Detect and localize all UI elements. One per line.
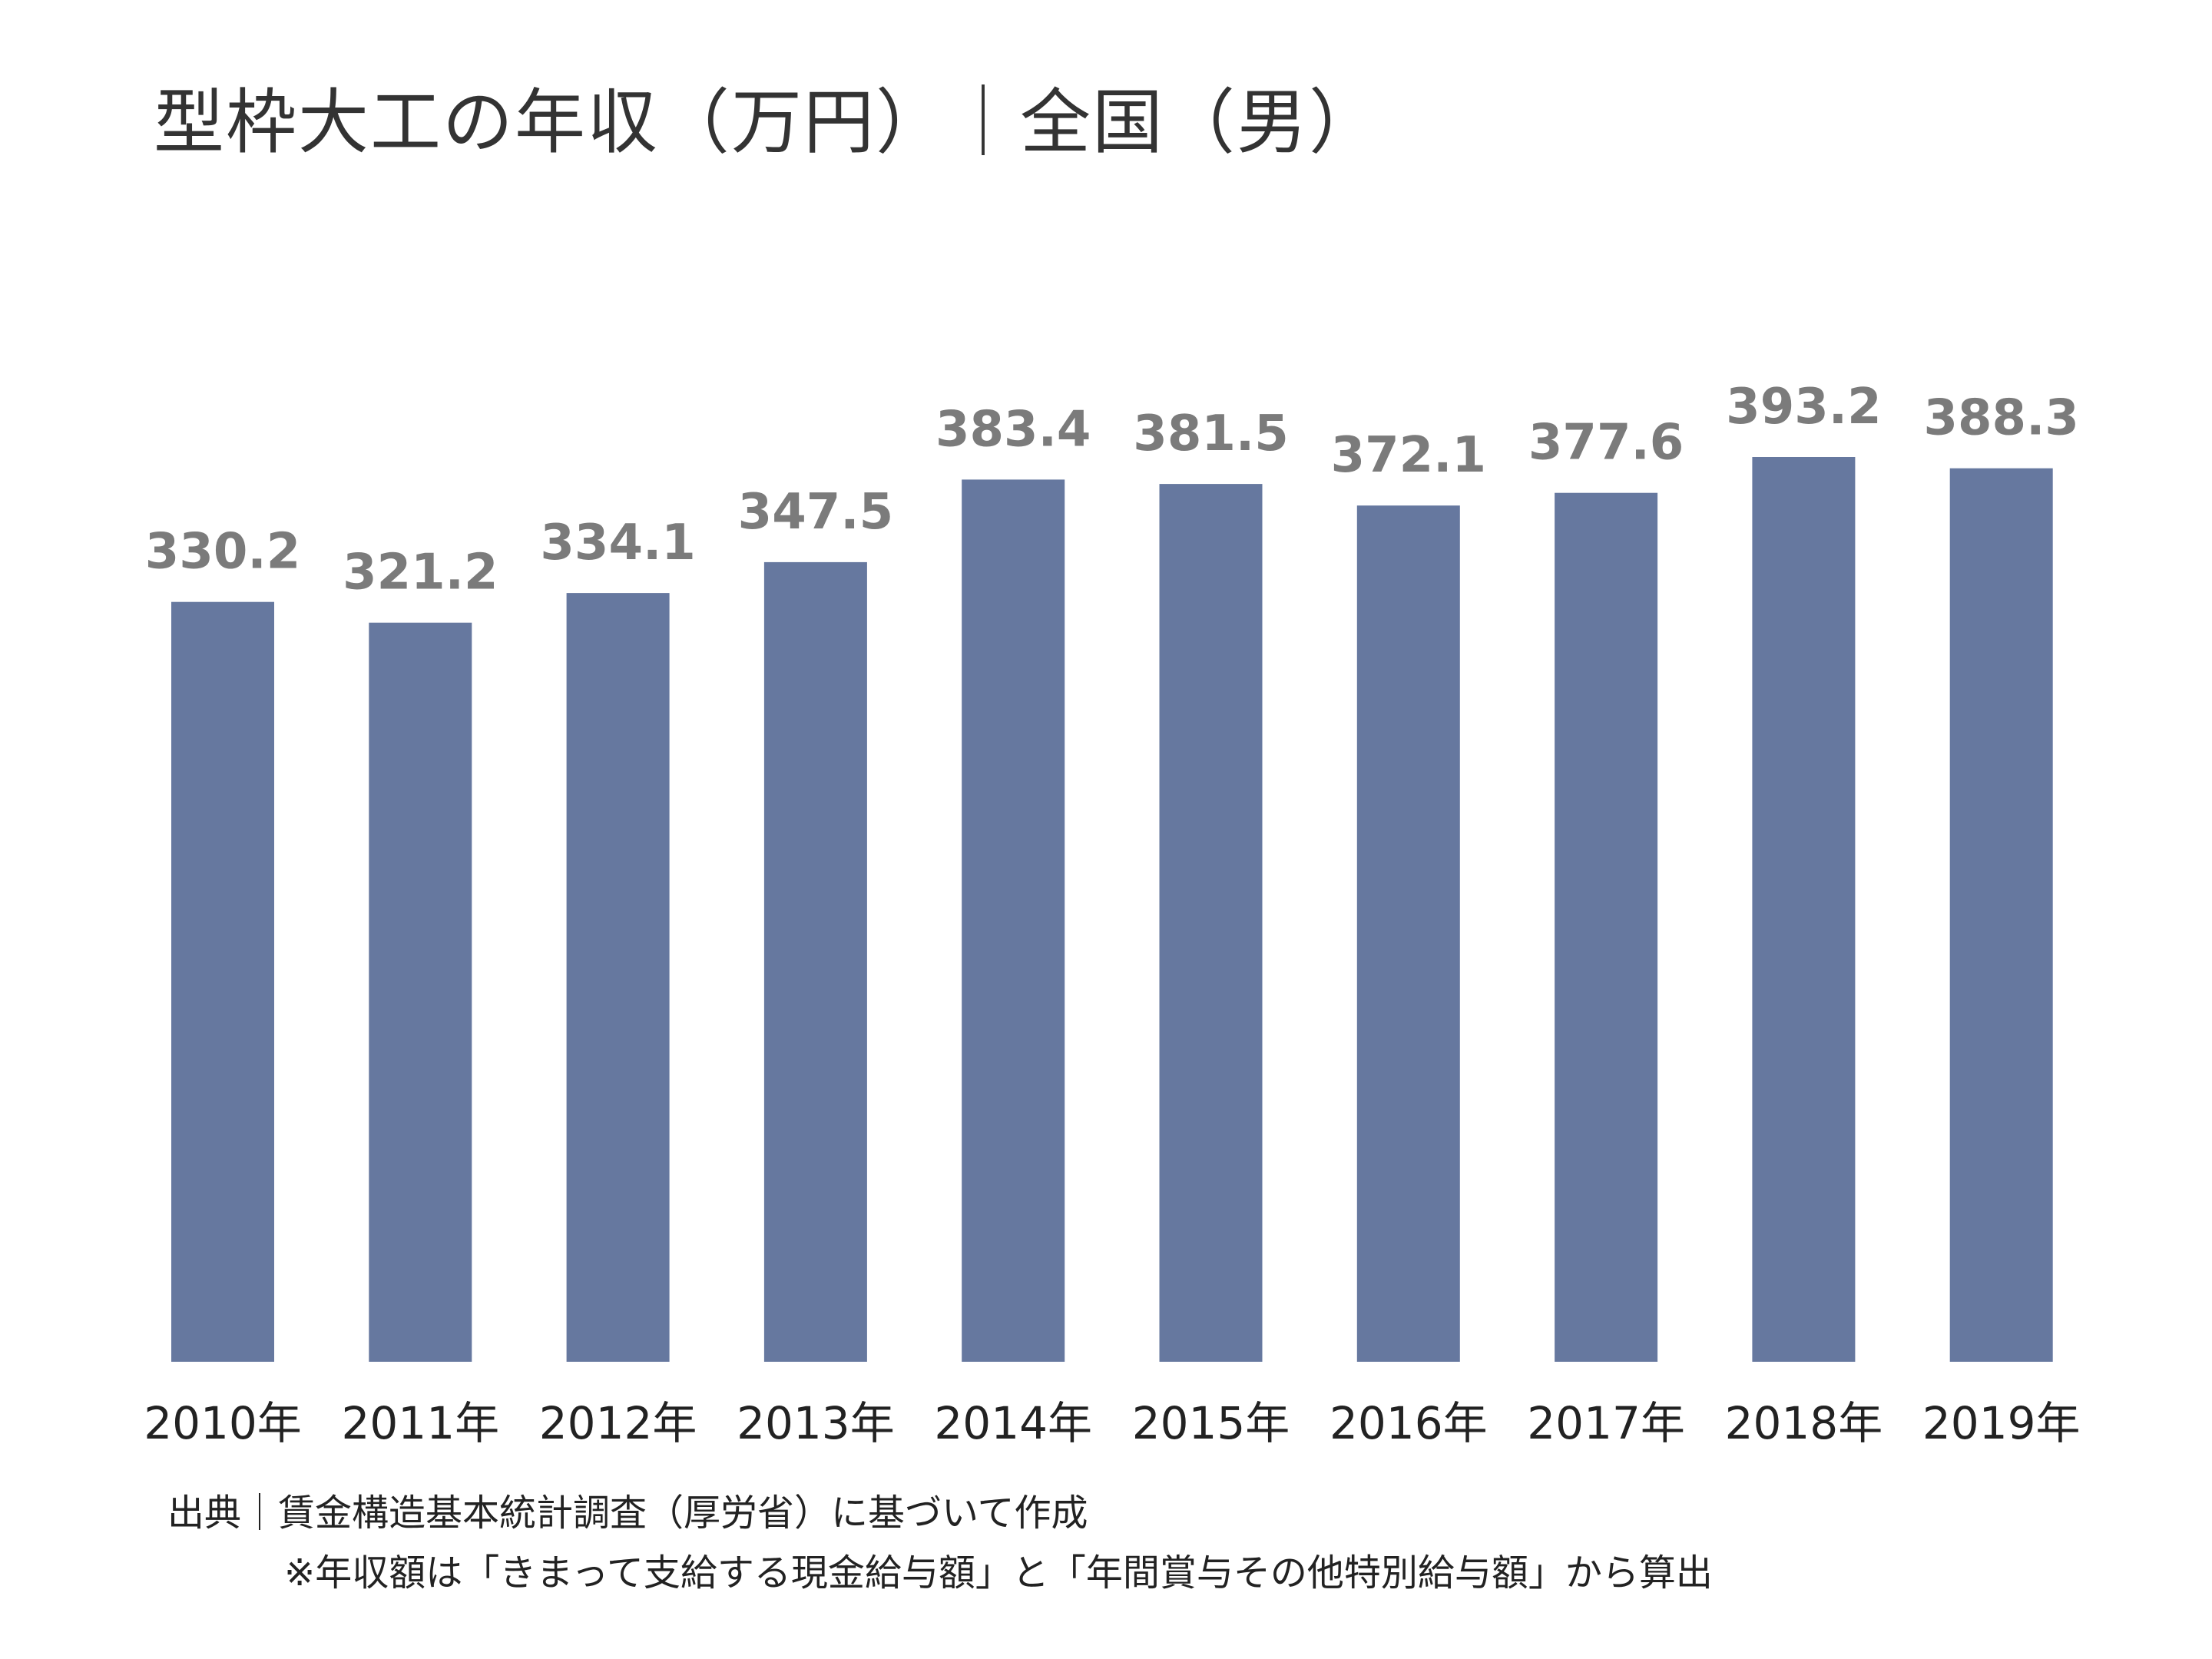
bar-2015年	[1159, 484, 1263, 1362]
value-label-2014年: 383.4	[935, 401, 1091, 458]
bar-2012年	[566, 593, 670, 1362]
bars-group	[171, 457, 2053, 1363]
value-label-2011年: 321.2	[343, 545, 498, 601]
bar-2019年	[1949, 468, 2053, 1363]
x-tick-label-2018年: 2018年	[1725, 1397, 1883, 1449]
x-tick-label-2013年: 2013年	[737, 1397, 895, 1449]
bar-2014年	[962, 479, 1065, 1362]
x-tick-label-2015年: 2015年	[1132, 1397, 1290, 1449]
bar-2010年	[171, 601, 274, 1362]
value-label-2013年: 347.5	[738, 484, 893, 541]
value-label-2019年: 388.3	[1923, 390, 2078, 447]
value-label-2010年: 330.2	[145, 524, 300, 581]
value-label-2018年: 393.2	[1726, 379, 1881, 435]
chart-title: 型枠大工の年収（万円）｜全国（男）	[154, 81, 1382, 164]
value-label-2017年: 377.6	[1528, 415, 1684, 472]
value-label-2012年: 334.1	[540, 515, 695, 571]
x-tick-label-2017年: 2017年	[1527, 1397, 1685, 1449]
x-tick-label-2019年: 2019年	[1922, 1397, 2081, 1449]
bar-2018年	[1752, 457, 1856, 1362]
value-labels-group: 330.2 321.2 334.1 347.5 383.4 381.5 372.1 377.6…	[145, 379, 2079, 601]
source-note: 出典｜賃金構造基本統計調査（厚労省）に基づいて作成	[167, 1492, 1088, 1535]
bar-2013年	[763, 561, 867, 1362]
value-label-2015年: 381.5	[1133, 406, 1288, 462]
x-tick-labels-group: 2010年 2011年 2012年 2013年 2014年 2015年 2016年 2017年…	[144, 1397, 2080, 1449]
bar-2011年	[369, 622, 472, 1362]
bar-2016年	[1356, 505, 1460, 1363]
x-tick-label-2012年: 2012年	[539, 1397, 697, 1449]
bar-2017年	[1555, 492, 1658, 1363]
value-label-2016年: 372.1	[1331, 427, 1486, 484]
x-tick-label-2010年: 2010年	[144, 1397, 302, 1449]
x-tick-label-2014年: 2014年	[934, 1397, 1092, 1449]
x-tick-label-2011年: 2011年	[341, 1397, 499, 1449]
calculation-note: ※年収額は「きまって支給する現金給与額」と「年間賞与その他特別給与額」から算出	[284, 1551, 1713, 1594]
x-tick-label-2016年: 2016年	[1330, 1397, 1488, 1449]
